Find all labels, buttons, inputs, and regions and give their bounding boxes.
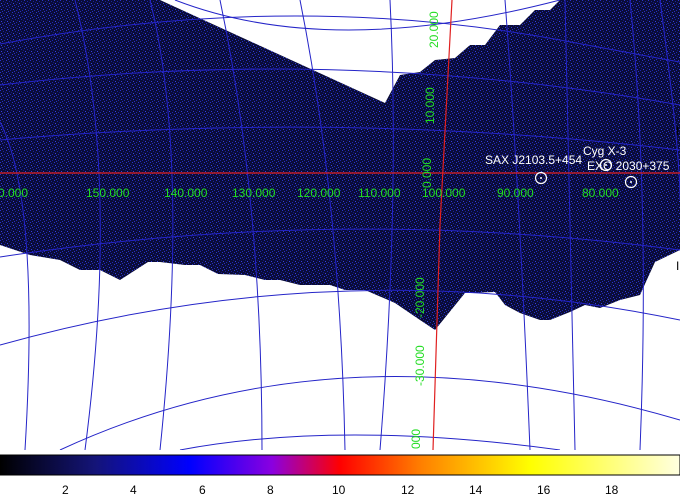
lon-label: 0.000 [0,186,28,200]
lat-line [0,68,680,106]
sources: SAX J2103.5+454 Cyg X-3 EXO 2030+375 [485,144,670,189]
lat-label: 000 [409,429,423,449]
colorbar-tick: 12 [401,483,415,497]
source-marker[interactable]: SAX J2103.5+454 [485,153,582,185]
lat-line [0,15,680,63]
colorbar: 2 4 6 8 10 12 14 16 18 [0,450,680,499]
latitude-labels: 20.000 10.000 0.000 -20.000 -30.000 000 [409,11,441,449]
top-arc [174,0,561,31]
lon-line [0,121,30,450]
source-label: SAX J2103.5+454 [485,153,582,167]
colorbar-tick: 14 [469,483,483,497]
lat-axis [432,0,453,450]
lon-label: 80.000 [582,186,619,200]
axes [0,0,680,450]
lat-label: 0.000 [420,158,434,188]
lon-label: 150.000 [86,186,130,200]
lat-label: 20.000 [427,11,441,48]
colorbar-graphic: 2 4 6 8 10 12 14 16 18 [0,454,680,497]
longitude-labels: 0.000 150.000 140.000 130.000 120.000 11… [0,186,619,200]
sky-map[interactable]: I I 0.000 150.000 140.000 130.000 120.00… [0,0,680,450]
lon-line [149,0,174,450]
exposure-region [0,0,680,330]
lon-label: 110.000 [358,186,401,200]
lon-line [74,0,101,450]
source-label: Cyg X-3 [583,144,627,158]
colorbar-tick: 16 [537,483,551,497]
colorbar-tick: 6 [199,483,206,497]
colorbar-tick: 18 [605,483,619,497]
lat-line [0,289,680,346]
lon-label: 120.000 [297,186,341,200]
edge-marks: I I [676,124,679,273]
lon-label: 140.000 [164,186,208,200]
colorbar-tick: 4 [130,483,137,497]
lon-label: 100.000 [422,186,466,200]
lon-line [379,0,394,450]
lon-label: 90.000 [497,186,534,200]
edge-mark: I [676,124,679,138]
colorbar-gradient [0,454,680,476]
lon-line [504,0,531,450]
colorbar-tick: 10 [332,483,346,497]
coordinate-grid [0,0,680,450]
source-marker[interactable]: EXO 2030+375 [587,159,670,189]
colorbar-tick: 2 [62,483,69,497]
source-marker[interactable]: Cyg X-3 [583,144,627,172]
lat-label: -30.000 [413,345,427,386]
lon-line [564,0,576,450]
lat-line [59,376,680,450]
colorbar-tick: 8 [267,483,274,497]
lat-label: 10.000 [423,87,437,124]
source-label: EXO 2030+375 [587,159,670,173]
edge-mark: I [676,259,679,273]
colorbar-ticks: 2 4 6 8 10 12 14 16 18 [62,483,619,497]
lon-label: 130.000 [232,186,276,200]
lon-line [219,0,263,450]
lat-line [179,434,561,450]
lat-label: -20.000 [413,277,427,318]
lon-line [299,0,346,450]
lon-line [629,0,644,450]
lat-line [0,228,680,258]
